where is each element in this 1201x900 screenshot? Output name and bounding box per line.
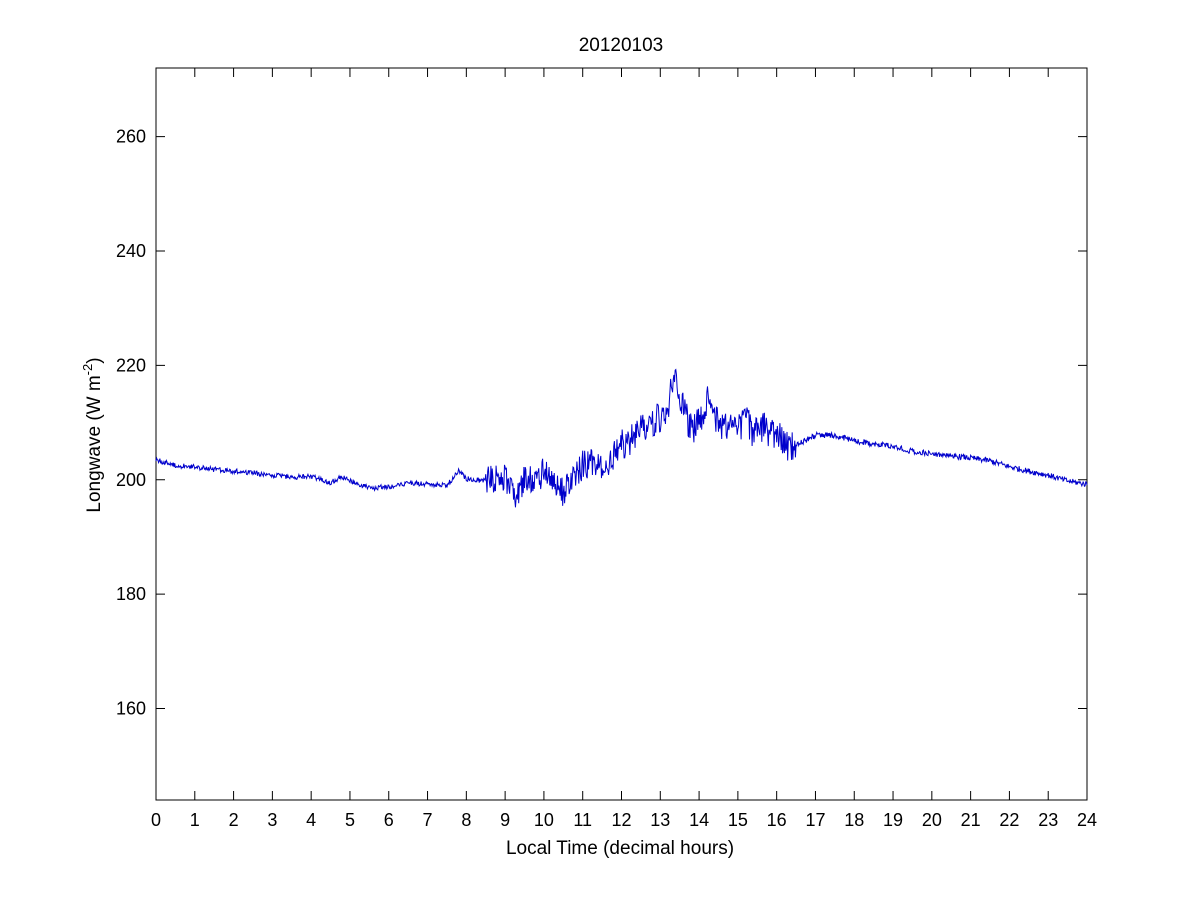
x-tick-label: 1: [190, 810, 200, 830]
y-tick-label: 240: [116, 241, 146, 261]
x-tick-label: 5: [345, 810, 355, 830]
chart-title: 20120103: [579, 35, 664, 56]
x-tick-label: 6: [384, 810, 394, 830]
x-tick-label: 22: [999, 810, 1019, 830]
x-tick-label: 20: [922, 810, 942, 830]
x-tick-label: 8: [461, 810, 471, 830]
x-tick-label: 24: [1077, 810, 1097, 830]
x-tick-label: 11: [573, 810, 592, 830]
axis-ticks: [155, 68, 1088, 800]
x-tick-label: 13: [650, 810, 670, 830]
x-tick-label: 15: [728, 810, 748, 830]
x-tick-label: 18: [844, 810, 864, 830]
x-tick-label: 0: [151, 810, 161, 830]
x-tick-label: 10: [534, 810, 554, 830]
x-tick-label: 23: [1038, 810, 1058, 830]
y-tick-label: 180: [116, 584, 146, 604]
y-tick-label: 160: [116, 699, 146, 719]
x-tick-label: 3: [267, 810, 277, 830]
x-tick-label: 14: [689, 810, 709, 830]
y-tick-label: 200: [116, 470, 146, 490]
x-tick-label: 12: [611, 810, 631, 830]
y-axis-label-suffix: ): [84, 357, 105, 363]
y-tick-label: 260: [116, 127, 146, 147]
x-tick-label: 16: [767, 810, 787, 830]
x-tick-label: 21: [961, 810, 981, 830]
longwave-series-line: [155, 368, 1088, 508]
x-axis-label: Local Time (decimal hours): [506, 838, 734, 859]
x-tick-label: 2: [229, 810, 239, 830]
tick-labels: 0 1 2 3 4 5 6 7 8 9 10 11 12 13 14 15 16 17 18 19 20 21 22 23 24…: [116, 127, 1097, 830]
x-tick-label: 19: [883, 810, 903, 830]
x-tick-label: 4: [306, 810, 316, 830]
x-tick-label: 9: [500, 810, 510, 830]
x-tick-label: 17: [805, 810, 825, 830]
y-tick-label: 220: [116, 355, 146, 375]
y-axis-label: Longwave (W m-2): [80, 357, 105, 512]
y-axis-label-main: Longwave (W m: [84, 375, 105, 512]
x-tick-label: 7: [423, 810, 433, 830]
y-axis-label-superscript: -2: [80, 364, 95, 376]
plot-area: [155, 67, 1088, 801]
